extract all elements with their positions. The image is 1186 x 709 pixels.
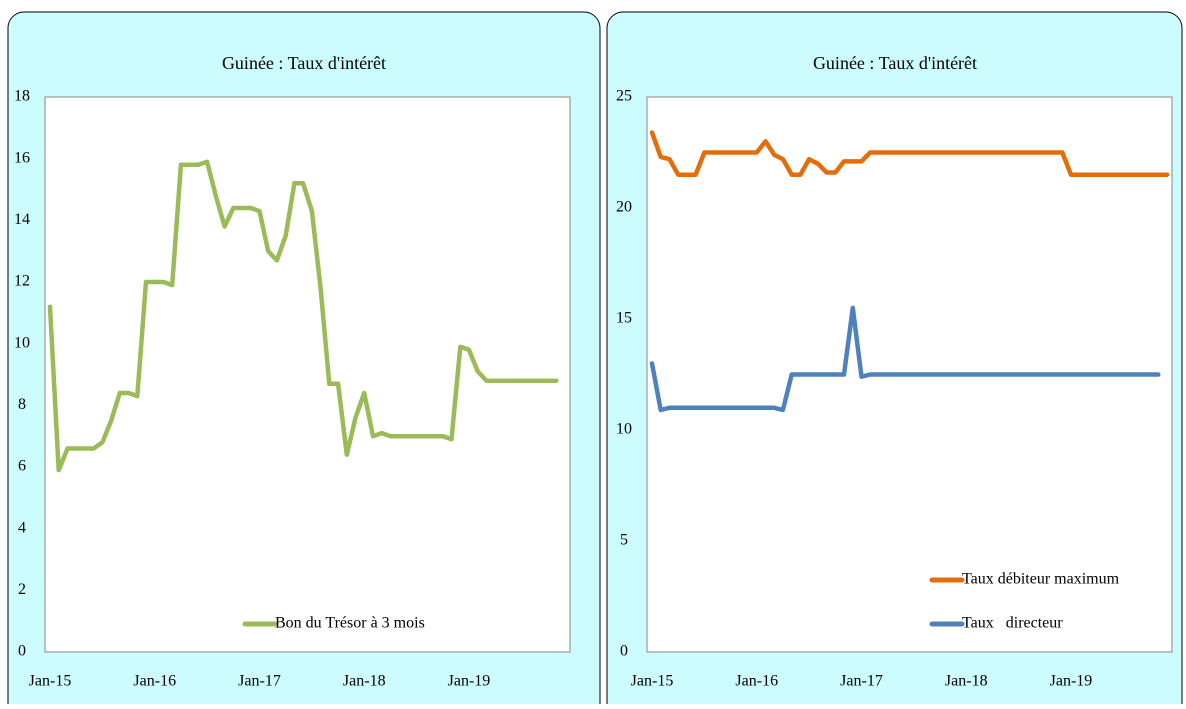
y-tick-label: 8	[18, 396, 26, 413]
y-tick-label: 10	[616, 421, 632, 438]
y-tick-label: 16	[14, 149, 30, 166]
x-tick-label: Jan-19	[1050, 673, 1093, 690]
chart-title: Guinée : Taux d'intérêt	[222, 53, 386, 73]
legend-label: Bon du Trésor à 3 mois	[275, 615, 425, 632]
y-tick-label: 6	[18, 458, 26, 475]
plot-area	[44, 96, 571, 653]
legend-label: Taux débiteur maximum	[962, 571, 1120, 588]
x-tick-label: Jan-16	[735, 673, 778, 690]
x-tick-label: Jan-15	[29, 673, 72, 690]
line-series	[47, 159, 559, 473]
y-tick-label: 2	[18, 581, 26, 598]
x-tick-label: Jan-17	[238, 673, 281, 690]
x-tick-label: Jan-15	[631, 673, 674, 690]
x-tick-label: Jan-16	[133, 673, 176, 690]
x-tick-label: Jan-18	[343, 673, 386, 690]
y-tick-label: 10	[14, 334, 30, 351]
legend-label: Taux directeur	[962, 615, 1063, 632]
y-tick-label: 14	[14, 211, 30, 228]
y-tick-label: 20	[616, 199, 632, 216]
y-tick-label: 5	[620, 532, 628, 549]
x-tick-label: Jan-18	[945, 673, 988, 690]
y-tick-label: 4	[18, 519, 26, 536]
chart-title: Guinée : Taux d'intérêt	[813, 53, 977, 73]
line-series	[649, 305, 1161, 413]
x-tick-label: Jan-17	[840, 673, 883, 690]
y-tick-label: 15	[616, 310, 632, 327]
y-tick-label: 0	[620, 643, 628, 660]
y-tick-label: 12	[14, 273, 30, 290]
y-tick-label: 0	[18, 643, 26, 660]
x-tick-label: Jan-19	[448, 673, 491, 690]
line-series	[649, 130, 1170, 177]
y-tick-label: 18	[14, 88, 30, 105]
y-tick-label: 25	[616, 88, 632, 105]
